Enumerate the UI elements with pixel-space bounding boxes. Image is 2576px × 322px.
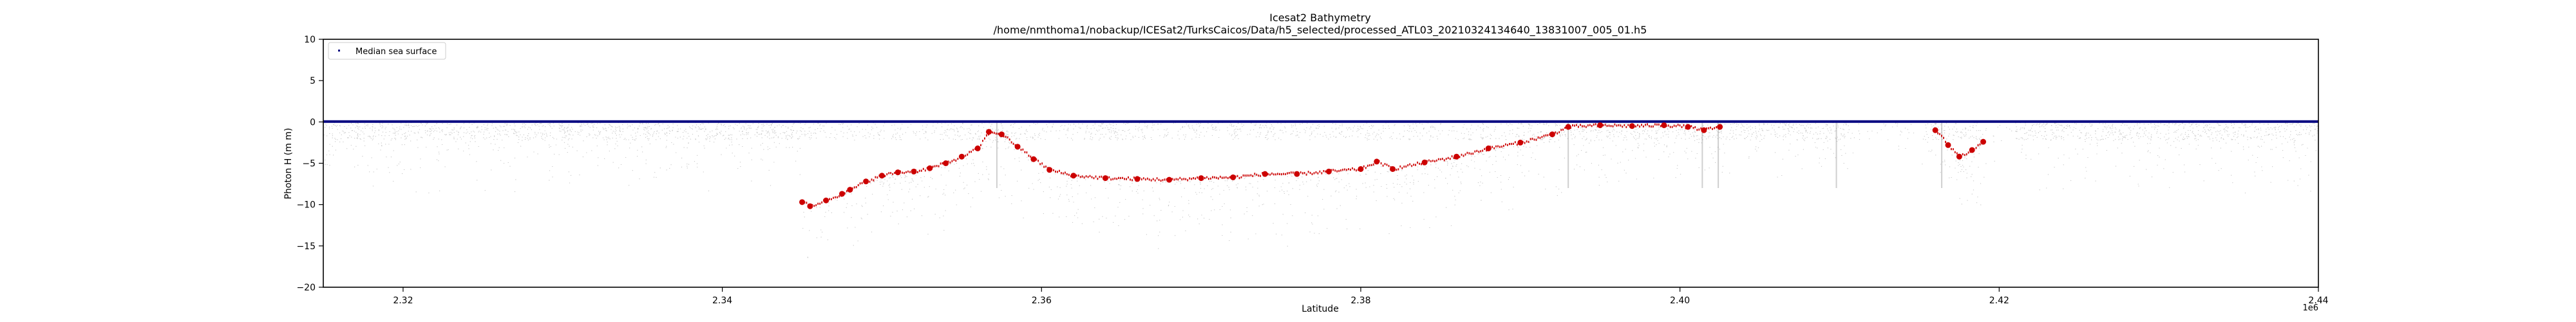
y-tick-label: −10 [296,200,316,211]
photon-cloud [323,121,2318,258]
x-axis: 2.32 2.34 2.36 2.38 2.40 2.42 2.44 [393,287,2329,306]
y-tick-label: 5 [310,76,316,86]
bathymetry-point [1230,174,1236,180]
x-offset-label: 1e6 [2302,303,2318,313]
y-tick-label: 10 [304,35,316,45]
x-tick-label: 2.42 [1989,296,2009,306]
bathymetry-trace-1 [802,123,1721,208]
bathymetry-point [1454,153,1460,160]
bathymetry-point [943,160,949,166]
bathymetry-point [1956,153,1962,160]
photon-scatter [323,121,2318,258]
legend-label: Median sea surface [355,47,437,57]
bathymetry-point [1262,171,1268,177]
x-tick-label: 2.44 [2308,296,2328,306]
bathymetry-point [1166,176,1173,183]
y-axis-label: Photon H (m m) [283,128,294,200]
bathymetry-trace-2 [1935,129,1985,158]
bathymetry-point [1358,166,1364,172]
x-tick-label: 2.40 [1670,296,1690,306]
x-tick-label: 2.34 [712,296,732,306]
axes-frame [323,39,2319,288]
bathymetry-point [847,187,853,193]
x-tick-label: 2.36 [1032,296,1052,306]
bathymetry-point [1932,127,1938,133]
legend-box [328,42,446,60]
bathymetry-point [838,191,845,197]
bathymetry-point [1945,142,1951,148]
y-axis: 10 5 0 −5 −10 −15 −20 [296,35,323,293]
bathymetry-point [1030,156,1037,162]
chart-title: Icesat2 Bathymetry [1269,12,1370,24]
y-tick-label: 0 [310,117,316,128]
y-tick-label: −5 [302,159,316,169]
y-tick-label: −20 [296,283,316,293]
chart-subtitle: /home/nmthoma1/nobackup/ICESat2/TurksCai… [994,24,1647,37]
bathymetry-point [1701,127,1707,133]
x-axis-label: Latitude [1302,304,1339,314]
x-tick-label: 2.32 [393,296,413,306]
bathymetry-point [878,173,885,179]
legend-marker [338,50,340,52]
series-layer [323,120,2318,209]
bathymetry-point [927,165,933,171]
legend: Median sea surface [328,42,446,60]
bathymetry-point [974,145,981,151]
y-tick-label: −15 [296,242,316,252]
bathymetry-point [1549,131,1555,138]
x-tick-label: 2.38 [1350,296,1370,306]
